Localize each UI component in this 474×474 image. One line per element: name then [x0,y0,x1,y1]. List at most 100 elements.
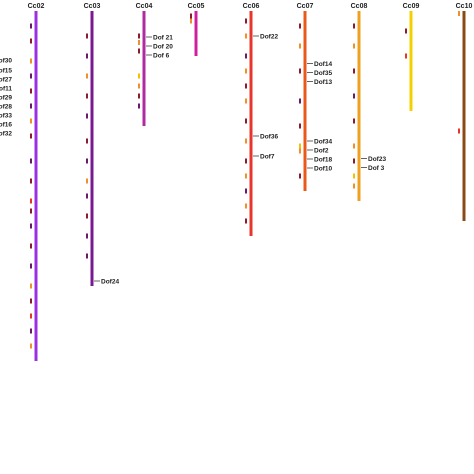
gene-label: Dof15 [0,67,12,74]
density-marker [353,68,355,74]
density-marker [299,23,301,29]
density-marker [86,33,88,39]
chromosome-cc09: Cc09 [403,3,420,111]
gene-label: Dof30 [0,57,12,64]
chromosome-bar [303,11,307,191]
chromosome-title: Cc05 [188,3,205,10]
density-marker [299,123,301,129]
density-marker [458,11,460,16]
density-marker [138,103,140,109]
chromosome-bar [194,11,198,56]
density-marker [353,183,355,189]
density-marker [299,43,301,49]
density-marker [86,253,88,259]
density-marker [86,138,88,144]
chromosome-cc04: Cc04 Dof 21 Dof 20 Dof 6 [136,3,173,126]
density-marker [30,328,32,334]
density-marker [353,173,355,179]
gene-label: Dof32 [0,130,12,137]
density-marker [299,68,301,74]
density-marker [30,103,32,109]
density-marker [86,93,88,99]
density-marker [30,38,32,44]
density-marker [245,98,247,104]
density-marker [353,143,355,149]
density-marker [30,58,32,64]
density-marker [30,198,32,204]
density-marker [245,83,247,89]
chromosome-title: Cc07 [297,3,314,10]
density-marker [30,158,32,164]
density-marker [86,213,88,219]
density-marker [245,18,247,24]
density-marker [30,88,32,94]
density-marker [86,73,88,79]
density-marker [138,40,140,45]
density-marker [30,298,32,304]
gene-label: Dof 6 [153,52,170,59]
density-marker [30,263,32,269]
density-marker [245,138,247,144]
chromosome-title: Cc09 [403,3,420,10]
gene-label: Dof 20 [153,43,173,50]
density-marker [138,33,140,39]
chromosome-bar [462,11,466,221]
density-marker [299,148,301,154]
density-marker [30,243,32,249]
chromosome-cc06: Cc06 Dof22 Dof36 Dof7 [243,3,278,236]
density-marker [299,143,301,149]
gene-label: Dof16 [0,121,12,128]
density-marker [405,53,407,59]
density-marker [245,173,247,179]
gene-label: Dof13 [314,79,332,86]
density-marker [299,173,301,179]
density-marker [190,13,192,19]
density-marker [86,193,88,199]
density-marker [245,203,247,209]
chromosome-cc05: Cc05 [188,3,205,56]
chromosome-bar [409,11,413,111]
density-marker [245,33,247,39]
gene-label: Dof36 [260,133,278,140]
gene-label: Dof11 [0,85,12,92]
density-marker [245,158,247,164]
chromosome-title: Cc02 [28,3,45,10]
density-marker [138,83,140,89]
gene-label: Dof2 [314,147,329,154]
gene-label: Dof27 [0,76,12,83]
chromosome-title: Cc08 [351,3,368,10]
gene-label: Dof24 [101,278,119,285]
chromosome-title: Cc06 [243,3,260,10]
density-marker [245,53,247,59]
density-marker [458,128,460,134]
gene-label: Dof34 [314,138,332,145]
density-marker [30,118,32,124]
density-marker [245,118,247,124]
density-marker [86,113,88,119]
chromosome-cc10: Cc10 [456,3,473,221]
gene-label: Dof22 [260,33,278,40]
chromosome-bar [249,11,253,236]
density-marker [30,343,32,349]
chromosome-title: Cc03 [84,3,101,10]
gene-label: Dof 3 [368,165,385,172]
density-marker [86,53,88,59]
density-marker [353,118,355,124]
density-marker [138,48,140,54]
density-marker [86,158,88,164]
density-marker [30,283,32,289]
gene-label: Dof33 [0,112,12,119]
density-marker [299,98,301,104]
chromosome-title: Cc10 [456,3,473,10]
density-marker [245,188,247,194]
density-marker [30,208,32,214]
density-marker [138,73,140,79]
density-marker [353,23,355,29]
density-marker [30,23,32,29]
density-marker [86,233,88,239]
density-marker [30,73,32,79]
gene-label: Dof23 [368,156,386,163]
density-marker [30,178,32,184]
chromosome-cc07: Cc07 Dof14 Dof35 Dof13 Dof34 Dof2 Dof18 Dof10 [297,3,332,191]
